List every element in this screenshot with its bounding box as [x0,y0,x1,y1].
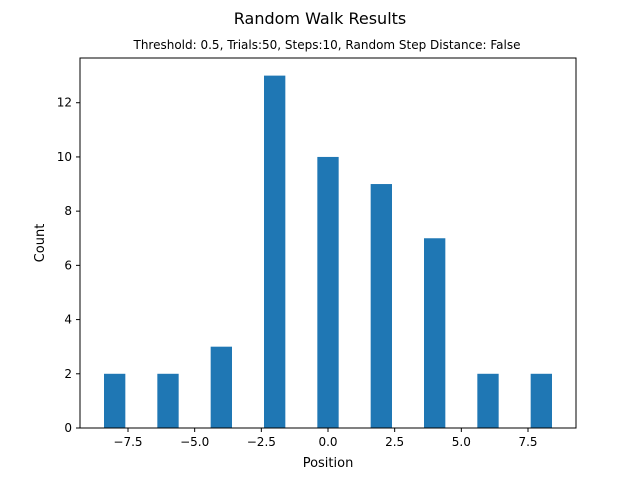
x-tick-label: 2.5 [385,435,404,449]
x-tick-label: 5.0 [452,435,471,449]
bar [424,238,446,428]
bar [530,373,552,428]
bar [157,373,179,428]
y-tick-label: 4 [64,313,72,327]
bar [210,346,232,428]
chart-title: Random Walk Results [234,9,407,28]
bar [370,184,392,428]
bar [317,156,339,428]
y-tick-label: 6 [64,258,72,272]
x-axis-label: Position [303,456,354,471]
y-tick-label: 10 [57,150,72,164]
x-tick-label: −7.5 [113,435,142,449]
y-tick-label: 0 [64,421,72,435]
x-tick-label: −5.0 [180,435,209,449]
bar [104,373,126,428]
bar [477,373,499,428]
y-tick-label: 8 [64,204,72,218]
y-tick-label: 12 [57,96,72,110]
y-axis-label: Count [33,224,48,263]
bar [264,75,286,428]
chart-subtitle: Threshold: 0.5, Trials:50, Steps:10, Ran… [132,38,520,52]
x-tick-label: −2.5 [247,435,276,449]
x-axis-ticks: −7.5 −5.0 −2.5 0.0 2.5 5.0 7.5 [113,428,538,449]
x-tick-label: 0.0 [318,435,337,449]
bars-group [104,75,552,428]
y-axis-ticks: 0 2 4 6 8 10 12 [57,96,80,435]
y-tick-label: 2 [64,367,72,381]
x-tick-label: 7.5 [518,435,537,449]
plot-frame [79,57,577,429]
